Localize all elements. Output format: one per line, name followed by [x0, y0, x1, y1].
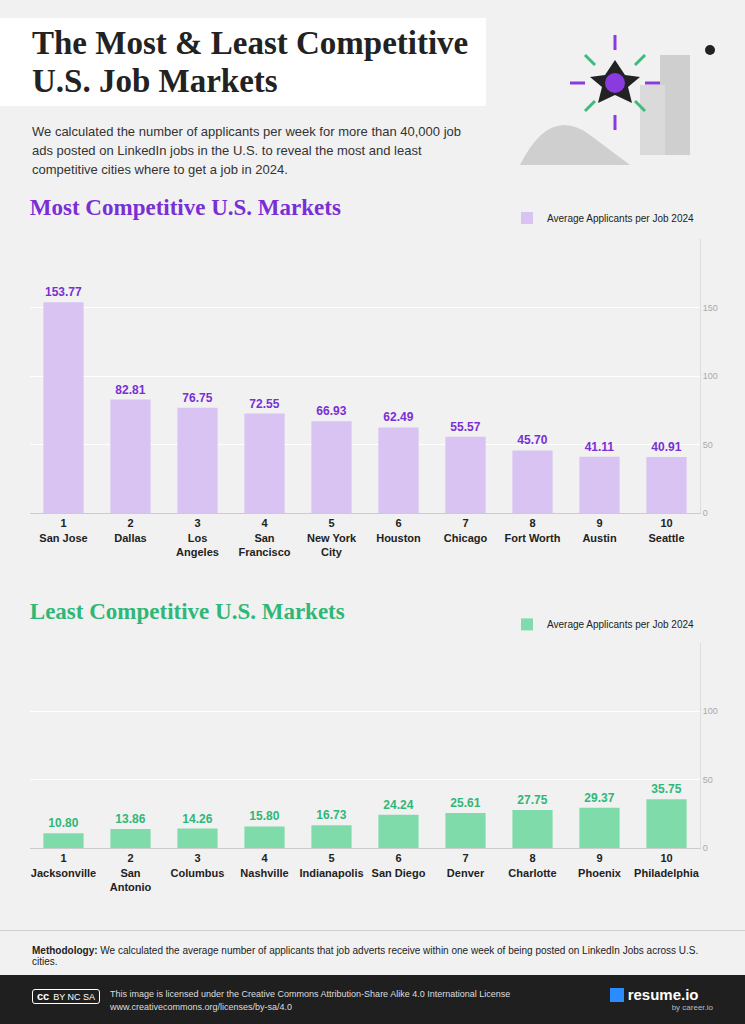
- svg-text:24.24: 24.24: [383, 798, 413, 812]
- html-text:cc BY NC SA: cc BY NC SA: [37, 990, 96, 1002]
- svg-text:7Chicago: 7Chicago: [444, 517, 488, 543]
- svg-text:9Phoenix: 9Phoenix: [578, 852, 622, 878]
- svg-text:3LosAngeles: 3LosAngeles: [176, 517, 219, 558]
- svg-text:Least Competitive U.S. Markets: Least Competitive U.S. Markets: [30, 599, 345, 624]
- svg-text:1Jacksonville: 1Jacksonville: [31, 852, 96, 878]
- svg-text:62.49: 62.49: [383, 410, 413, 424]
- svg-text:0: 0: [703, 508, 708, 518]
- svg-text:150: 150: [703, 303, 718, 313]
- svg-text:3Columbus: 3Columbus: [171, 852, 225, 878]
- svg-text:100: 100: [703, 706, 718, 716]
- svg-text:Average Applicants per Job 202: Average Applicants per Job 2024: [547, 213, 694, 224]
- svg-text:40.91: 40.91: [651, 440, 681, 454]
- html-text:The Most & Least Competitive U: The Most & Least Competitive U.S. Job Ma…: [32, 25, 469, 99]
- svg-text:82.81: 82.81: [115, 383, 145, 397]
- svg-text:10Seattle: 10Seattle: [648, 517, 684, 543]
- svg-text:5Indianapolis: 5Indianapolis: [299, 852, 363, 878]
- svg-text:41.11: 41.11: [585, 440, 615, 454]
- svg-text:10Philadelphia: 10Philadelphia: [634, 852, 700, 878]
- svg-text:50: 50: [703, 775, 713, 785]
- svg-text:35.75: 35.75: [651, 782, 681, 796]
- svg-text:15.80: 15.80: [249, 809, 279, 823]
- svg-text:45.70: 45.70: [517, 433, 547, 447]
- svg-text:16.73: 16.73: [316, 808, 346, 822]
- svg-text:4Nashville: 4Nashville: [240, 852, 288, 878]
- svg-text:14.26: 14.26: [182, 812, 212, 826]
- html-text:www.creativecommons.org/licens: www.creativecommons.org/licenses/by-sa/4…: [110, 1002, 293, 1012]
- svg-text:153.77: 153.77: [45, 285, 82, 299]
- svg-text:72.55: 72.55: [249, 397, 279, 411]
- svg-text:27.75: 27.75: [517, 793, 547, 807]
- svg-text:76.75: 76.75: [182, 391, 212, 405]
- svg-text:29.37: 29.37: [584, 791, 614, 805]
- svg-text:66.93: 66.93: [316, 404, 346, 418]
- svg-text:8Charlotte: 8Charlotte: [508, 852, 556, 878]
- html-text:resume.io: resume.io: [627, 986, 699, 1004]
- svg-text:8Fort Worth: 8Fort Worth: [504, 517, 560, 543]
- svg-text:Average Applicants per Job 202: Average Applicants per Job 2024: [547, 619, 694, 630]
- svg-text:9Austin: 9Austin: [582, 517, 617, 543]
- svg-text:2SanAntonio: 2SanAntonio: [110, 852, 152, 893]
- svg-text:50: 50: [703, 440, 713, 450]
- svg-text:6Houston: 6Houston: [376, 517, 421, 543]
- svg-text:10.80: 10.80: [48, 816, 78, 830]
- svg-text:1San Jose: 1San Jose: [39, 517, 87, 543]
- svg-text:7Denver: 7Denver: [447, 852, 485, 878]
- svg-text:0: 0: [703, 843, 708, 853]
- html-text:We calculated the number of ap: We calculated the number of applicants p…: [32, 124, 461, 177]
- svg-text:25.61: 25.61: [450, 796, 480, 810]
- html-text:This image is licensed under t: This image is licensed under the Creativ…: [110, 989, 511, 999]
- svg-text:5New YorkCity: 5New YorkCity: [307, 517, 357, 558]
- svg-text:6San Diego: 6San Diego: [372, 852, 426, 878]
- svg-text:100: 100: [703, 371, 718, 381]
- svg-text:4SanFrancisco: 4SanFrancisco: [239, 517, 291, 558]
- svg-text:Most Competitive U.S. Markets: Most Competitive U.S. Markets: [30, 195, 341, 220]
- html-text:by career.io: by career.io: [671, 1003, 713, 1013]
- svg-text:13.86: 13.86: [115, 812, 145, 826]
- html-text:Methodology: We calculated the: Methodology: We calculated the average n…: [32, 945, 699, 967]
- svg-text:55.57: 55.57: [450, 420, 480, 434]
- svg-text:2Dallas: 2Dallas: [114, 517, 146, 543]
